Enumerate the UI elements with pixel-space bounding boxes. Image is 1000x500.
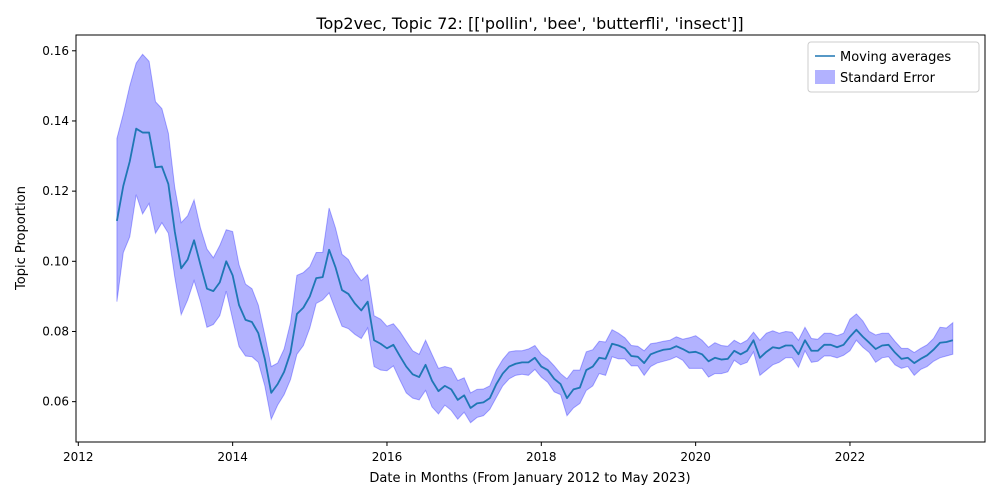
x-axis-label: Date in Months (From January 2012 to May… [369, 471, 690, 486]
y-axis-ticks: 0.06 0.08 0.10 0.12 0.14 0.16 [42, 44, 76, 409]
x-tick-label: 2018 [526, 450, 557, 464]
x-tick-label: 2020 [680, 450, 711, 464]
x-tick-label: 2016 [372, 450, 403, 464]
standard-error-band [116, 53, 954, 424]
y-axis-label: Topic Proportion [14, 186, 29, 291]
x-tick-label: 2014 [217, 450, 248, 464]
legend-label-moving-averages: Moving averages [840, 50, 951, 65]
y-tick-label: 0.10 [42, 254, 69, 268]
legend-box [807, 41, 980, 93]
axes-frame [75, 34, 986, 443]
y-tick-label: 0.16 [42, 44, 69, 58]
x-tick-label: 2012 [63, 450, 94, 464]
y-tick-label: 0.06 [42, 395, 69, 409]
y-tick-label: 0.12 [42, 184, 69, 198]
plot-area [116, 53, 954, 424]
x-tick-label: 2022 [835, 450, 866, 464]
moving-average-line [116, 127, 954, 409]
y-tick-label: 0.14 [42, 114, 69, 128]
legend-label-standard-error: Standard Error [840, 71, 936, 86]
legend: Moving averages Standard Error [807, 41, 980, 93]
legend-band-swatch [815, 70, 835, 84]
x-axis-ticks: 2012 2014 2016 2018 2020 2022 [63, 442, 865, 464]
y-tick-label: 0.08 [42, 324, 69, 338]
chart-title: Top2vec, Topic 72: [['pollin', 'bee', 'b… [315, 14, 743, 33]
